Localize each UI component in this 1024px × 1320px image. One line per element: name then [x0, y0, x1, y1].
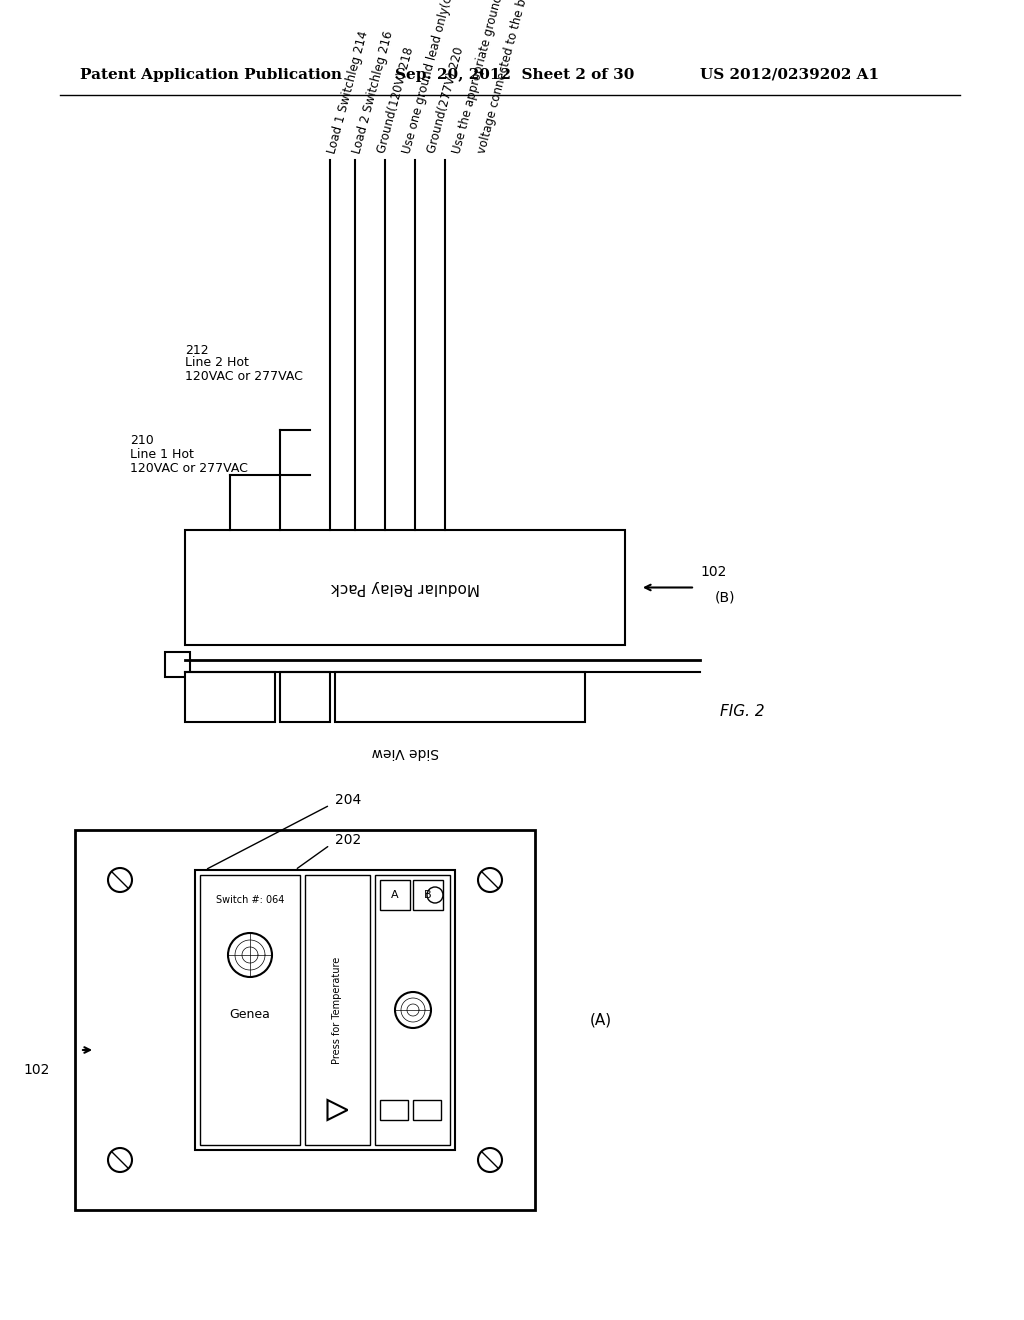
- Text: 204: 204: [335, 793, 361, 807]
- Text: Side View: Side View: [372, 744, 438, 759]
- Bar: [413, 880, 443, 909]
- Text: Use the appropriate ground for the: Use the appropriate ground for the: [451, 0, 516, 154]
- Text: Genea: Genea: [229, 1008, 270, 1022]
- Text: Line 1 Hot: Line 1 Hot: [130, 449, 194, 462]
- Text: Modular Relay Pack: Modular Relay Pack: [331, 579, 479, 595]
- Text: Press for Temperature: Press for Temperature: [333, 957, 342, 1064]
- Text: (B): (B): [715, 590, 735, 605]
- Bar: [165, 652, 190, 677]
- Text: 212: 212: [185, 343, 209, 356]
- Text: A: A: [391, 890, 398, 900]
- Text: US 2012/0239202 A1: US 2012/0239202 A1: [700, 69, 880, 82]
- Bar: [185, 531, 625, 645]
- Bar: [200, 875, 300, 1144]
- Bar: [380, 1100, 408, 1119]
- Bar: [280, 672, 330, 722]
- Text: Ground(277V) 220: Ground(277V) 220: [425, 46, 466, 154]
- Bar: [375, 875, 450, 1144]
- Text: 120VAC or 277VAC: 120VAC or 277VAC: [130, 462, 248, 474]
- Text: 120VAC or 277VAC: 120VAC or 277VAC: [185, 370, 303, 383]
- Text: B: B: [424, 890, 432, 900]
- Text: Line 2 Hot: Line 2 Hot: [185, 356, 249, 370]
- Text: Load 2 Switchleg 216: Load 2 Switchleg 216: [350, 29, 395, 154]
- Text: Switch #: 064: Switch #: 064: [216, 895, 285, 906]
- Text: Load 1 Switchleg 214: Load 1 Switchleg 214: [326, 29, 371, 154]
- Text: Use one ground lead only(cap unused lead): Use one ground lead only(cap unused lead…: [400, 0, 479, 154]
- Bar: [75, 830, 535, 1210]
- Text: Sep. 20, 2012  Sheet 2 of 30: Sep. 20, 2012 Sheet 2 of 30: [395, 69, 635, 82]
- Text: (A): (A): [590, 1012, 612, 1027]
- Text: 102: 102: [24, 1063, 50, 1077]
- Text: 210: 210: [130, 433, 154, 446]
- Text: voltage connected to the black wire: voltage connected to the black wire: [475, 0, 543, 154]
- Text: 102: 102: [700, 565, 726, 579]
- Text: Ground(120V) 218: Ground(120V) 218: [376, 46, 417, 154]
- Text: Patent Application Publication: Patent Application Publication: [80, 69, 342, 82]
- Bar: [305, 875, 370, 1144]
- Bar: [195, 870, 455, 1150]
- Bar: [413, 1100, 441, 1119]
- Text: 202: 202: [335, 833, 361, 847]
- Bar: [380, 880, 410, 909]
- Bar: [335, 672, 585, 722]
- Text: FIG. 2: FIG. 2: [720, 705, 765, 719]
- Bar: [185, 672, 275, 722]
